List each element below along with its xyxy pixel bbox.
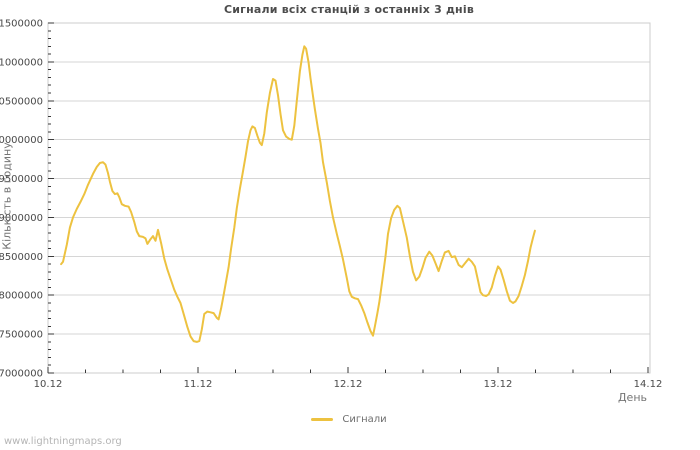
y-tick-label: 7000000 [0, 369, 43, 380]
y-tick-label: 10000000 [0, 135, 43, 146]
watermark-text: www.lightningmaps.org [4, 436, 122, 447]
y-axis-title: Кількість в годину [0, 142, 14, 250]
y-tick-label: 7500000 [0, 330, 43, 341]
plot-border [47, 22, 651, 374]
series-line-Сигнали [60, 45, 536, 343]
y-tick-label: 8500000 [0, 252, 43, 263]
legend: Сигнали [48, 414, 650, 425]
x-tick-label: 11.12 [184, 379, 213, 390]
y-tick-label: 8000000 [0, 291, 43, 302]
y-tick-label: 9500000 [0, 174, 43, 185]
y-tick-label: 11000000 [0, 57, 43, 68]
y-tick-label: 10500000 [0, 96, 43, 107]
x-tick-label: 12.12 [334, 379, 363, 390]
y-tick-label: 9000000 [0, 213, 43, 224]
y-tick-label: 11500000 [0, 19, 43, 30]
chart-title: Сигнали всіх станцій з останніх 3 днів [224, 3, 474, 16]
x-axis-title: День [617, 391, 647, 404]
x-tick-label: 13.12 [484, 379, 513, 390]
x-tick-label: 10.12 [34, 379, 63, 390]
legend-line-swatch [311, 418, 334, 421]
x-tick-label: 14.12 [634, 379, 663, 390]
legend-series-label: Сигнали [342, 414, 387, 425]
